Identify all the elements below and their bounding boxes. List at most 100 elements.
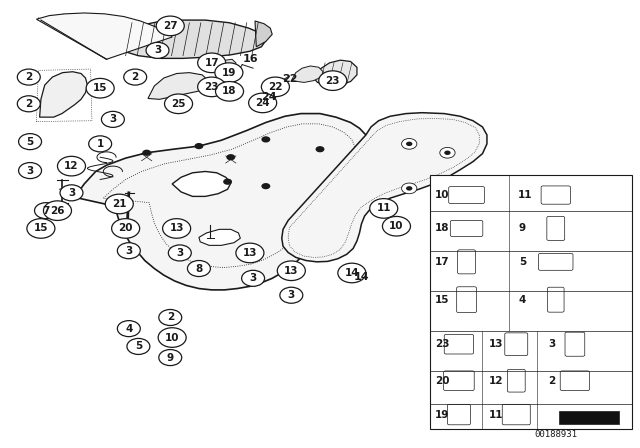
Text: 15: 15 [93,83,108,93]
Text: 4: 4 [125,323,132,334]
Circle shape [338,263,366,283]
Text: 3: 3 [68,188,75,198]
Polygon shape [36,13,172,59]
Circle shape [19,163,42,179]
Text: 10: 10 [165,332,179,343]
Circle shape [198,53,226,73]
Circle shape [159,310,182,326]
Circle shape [105,194,133,214]
Polygon shape [255,21,272,47]
Circle shape [198,77,226,97]
Circle shape [159,349,182,366]
Polygon shape [199,229,241,246]
Text: 23: 23 [326,76,340,86]
Text: 23: 23 [204,82,219,92]
Circle shape [401,138,417,149]
Circle shape [319,71,347,90]
Circle shape [44,201,72,220]
Circle shape [89,136,111,152]
Circle shape [19,134,42,150]
Circle shape [215,63,243,82]
Circle shape [188,260,211,276]
Text: 3: 3 [154,45,161,56]
Text: 19: 19 [221,68,236,78]
Text: 17: 17 [204,58,219,68]
Circle shape [27,219,55,238]
Text: 22: 22 [268,82,283,92]
Circle shape [101,112,124,127]
Circle shape [383,216,410,236]
Circle shape [370,198,397,218]
Circle shape [316,146,324,152]
Text: 3: 3 [288,290,295,300]
Circle shape [444,195,451,199]
Circle shape [163,219,191,238]
Text: 12: 12 [489,376,504,386]
Text: 4: 4 [519,295,526,305]
Bar [559,411,620,424]
Circle shape [35,202,58,219]
Text: 24: 24 [261,92,277,102]
Circle shape [195,143,204,149]
Text: 12: 12 [64,161,79,171]
Text: 13: 13 [243,248,257,258]
Text: 26: 26 [54,203,67,213]
Circle shape [111,219,140,238]
Circle shape [124,69,147,85]
Text: 26: 26 [50,206,65,215]
Text: 16: 16 [243,54,258,64]
Text: 20: 20 [118,224,133,233]
Text: 5: 5 [519,257,526,267]
Circle shape [146,43,169,58]
Circle shape [440,147,455,158]
Circle shape [86,78,114,98]
Text: 7: 7 [42,206,50,215]
Circle shape [142,150,151,156]
Text: 3: 3 [250,273,257,283]
Text: 3: 3 [176,248,184,258]
Circle shape [117,321,140,336]
Text: 10: 10 [389,221,404,231]
Circle shape [236,243,264,263]
Text: 25: 25 [172,99,186,109]
Polygon shape [40,72,88,117]
Text: 8: 8 [195,263,202,274]
Circle shape [158,328,186,347]
Polygon shape [291,66,323,82]
Polygon shape [282,113,487,262]
Polygon shape [113,20,266,58]
Text: 2: 2 [166,313,174,323]
Circle shape [406,186,412,190]
Text: 1: 1 [97,139,104,149]
Circle shape [117,243,140,259]
Text: 2: 2 [548,376,556,386]
Polygon shape [148,73,209,99]
Circle shape [406,142,412,146]
Circle shape [58,156,86,176]
Circle shape [280,287,303,303]
Circle shape [223,179,232,185]
Text: 18: 18 [435,224,449,233]
Circle shape [242,270,264,286]
Text: 2: 2 [132,72,139,82]
Polygon shape [75,114,369,290]
Circle shape [401,183,417,194]
Text: 17: 17 [435,257,449,267]
Text: 3: 3 [26,166,34,176]
Circle shape [444,151,451,155]
Text: 7: 7 [43,203,51,213]
Circle shape [248,93,276,113]
Circle shape [227,154,236,160]
Polygon shape [218,59,236,72]
Circle shape [168,245,191,261]
Text: 10: 10 [435,190,449,200]
Circle shape [127,338,150,354]
Text: 15: 15 [34,224,48,233]
Text: 11: 11 [518,190,532,200]
Text: 23: 23 [435,339,449,349]
Text: 5: 5 [26,137,34,146]
Text: 13: 13 [170,224,184,233]
Text: 00188931: 00188931 [534,430,577,439]
Circle shape [17,96,40,112]
Bar [429,175,632,429]
